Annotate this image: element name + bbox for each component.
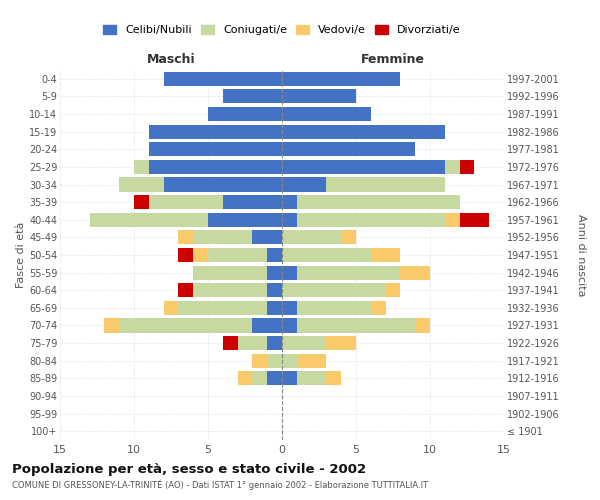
Bar xyxy=(297,301,371,315)
Bar xyxy=(326,372,341,386)
Bar xyxy=(223,195,282,209)
Bar xyxy=(282,160,445,174)
Text: Maschi: Maschi xyxy=(146,54,196,66)
Bar xyxy=(282,336,326,350)
Legend: Celibi/Nubili, Coniugati/e, Vedovi/e, Divorziati/e: Celibi/Nubili, Coniugati/e, Vedovi/e, Di… xyxy=(99,20,465,40)
Bar xyxy=(223,336,238,350)
Bar xyxy=(238,336,267,350)
Bar xyxy=(149,142,282,156)
Bar xyxy=(282,212,297,227)
Y-axis label: Anni di nascita: Anni di nascita xyxy=(577,214,586,296)
Bar xyxy=(238,372,253,386)
Bar xyxy=(164,301,178,315)
Bar xyxy=(178,248,193,262)
Bar xyxy=(253,318,282,332)
Bar xyxy=(445,160,460,174)
Bar xyxy=(208,248,267,262)
Bar xyxy=(326,178,445,192)
Bar xyxy=(164,178,282,192)
Bar xyxy=(193,266,267,280)
Bar xyxy=(178,230,193,244)
Bar xyxy=(282,142,415,156)
Bar xyxy=(267,336,282,350)
Bar xyxy=(460,212,489,227)
Bar xyxy=(134,195,149,209)
Bar xyxy=(282,195,297,209)
Text: Popolazione per età, sesso e stato civile - 2002: Popolazione per età, sesso e stato civil… xyxy=(12,462,366,475)
Bar xyxy=(282,90,356,104)
Bar xyxy=(253,372,267,386)
Bar xyxy=(297,212,445,227)
Bar xyxy=(267,248,282,262)
Bar xyxy=(282,248,371,262)
Bar xyxy=(415,318,430,332)
Bar xyxy=(371,248,400,262)
Bar xyxy=(371,301,386,315)
Bar xyxy=(89,212,208,227)
Bar xyxy=(297,266,400,280)
Bar xyxy=(386,283,400,298)
Bar xyxy=(282,372,297,386)
Bar xyxy=(400,266,430,280)
Bar xyxy=(282,283,386,298)
Bar xyxy=(119,178,164,192)
Bar xyxy=(208,212,282,227)
Bar xyxy=(149,124,282,138)
Bar xyxy=(164,72,282,86)
Bar xyxy=(297,354,326,368)
Bar xyxy=(193,248,208,262)
Bar xyxy=(119,318,253,332)
Text: COMUNE DI GRESSONEY-LA-TRINITÉ (AO) - Dati ISTAT 1° gennaio 2002 - Elaborazione : COMUNE DI GRESSONEY-LA-TRINITÉ (AO) - Da… xyxy=(12,480,428,490)
Bar xyxy=(445,212,460,227)
Bar xyxy=(267,372,282,386)
Bar xyxy=(223,90,282,104)
Bar xyxy=(253,354,267,368)
Bar xyxy=(282,318,297,332)
Bar xyxy=(208,107,282,121)
Bar xyxy=(178,301,267,315)
Bar xyxy=(297,372,326,386)
Bar xyxy=(193,283,267,298)
Bar xyxy=(178,283,193,298)
Bar xyxy=(282,107,371,121)
Bar xyxy=(193,230,253,244)
Bar xyxy=(134,160,149,174)
Bar xyxy=(297,318,415,332)
Bar xyxy=(267,266,282,280)
Bar xyxy=(149,195,223,209)
Y-axis label: Fasce di età: Fasce di età xyxy=(16,222,26,288)
Bar xyxy=(267,301,282,315)
Bar xyxy=(282,72,400,86)
Bar xyxy=(282,230,341,244)
Bar xyxy=(253,230,282,244)
Text: Femmine: Femmine xyxy=(361,54,425,66)
Bar xyxy=(297,195,460,209)
Bar xyxy=(282,354,297,368)
Bar xyxy=(326,336,356,350)
Bar xyxy=(282,124,445,138)
Bar xyxy=(282,266,297,280)
Bar xyxy=(341,230,356,244)
Bar xyxy=(282,178,326,192)
Bar xyxy=(267,283,282,298)
Bar xyxy=(460,160,475,174)
Bar xyxy=(149,160,282,174)
Bar xyxy=(104,318,119,332)
Bar xyxy=(267,354,282,368)
Bar xyxy=(282,301,297,315)
